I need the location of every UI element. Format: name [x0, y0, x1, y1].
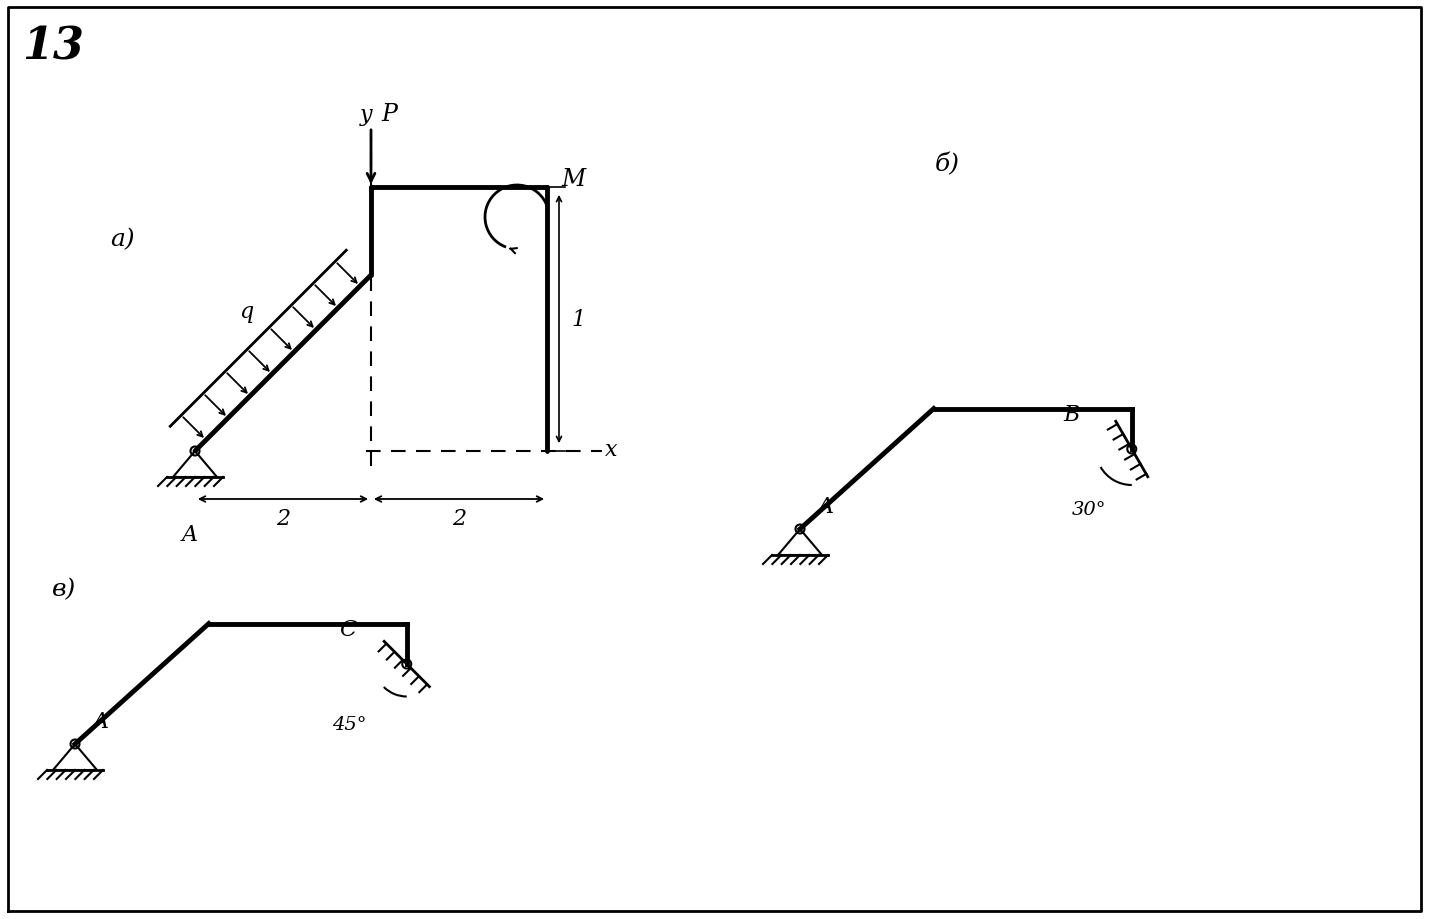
Text: 2: 2	[276, 507, 290, 529]
Text: C: C	[339, 618, 356, 641]
Text: x: x	[604, 438, 617, 460]
Text: 13: 13	[21, 25, 84, 68]
Text: 1: 1	[572, 309, 584, 331]
Text: A: A	[93, 710, 109, 732]
Text: A: A	[817, 495, 835, 517]
Text: M: M	[562, 168, 586, 191]
Text: б): б)	[935, 153, 960, 176]
Text: а): а)	[110, 228, 134, 251]
Text: B: B	[1063, 403, 1080, 425]
Text: y: y	[360, 104, 373, 126]
Text: 2: 2	[452, 507, 466, 529]
Text: P: P	[382, 103, 397, 126]
Text: 30°: 30°	[1072, 501, 1106, 518]
Text: в): в)	[51, 578, 76, 601]
Text: A: A	[181, 524, 199, 545]
Text: 45°: 45°	[332, 715, 366, 733]
Text: q: q	[239, 301, 253, 323]
